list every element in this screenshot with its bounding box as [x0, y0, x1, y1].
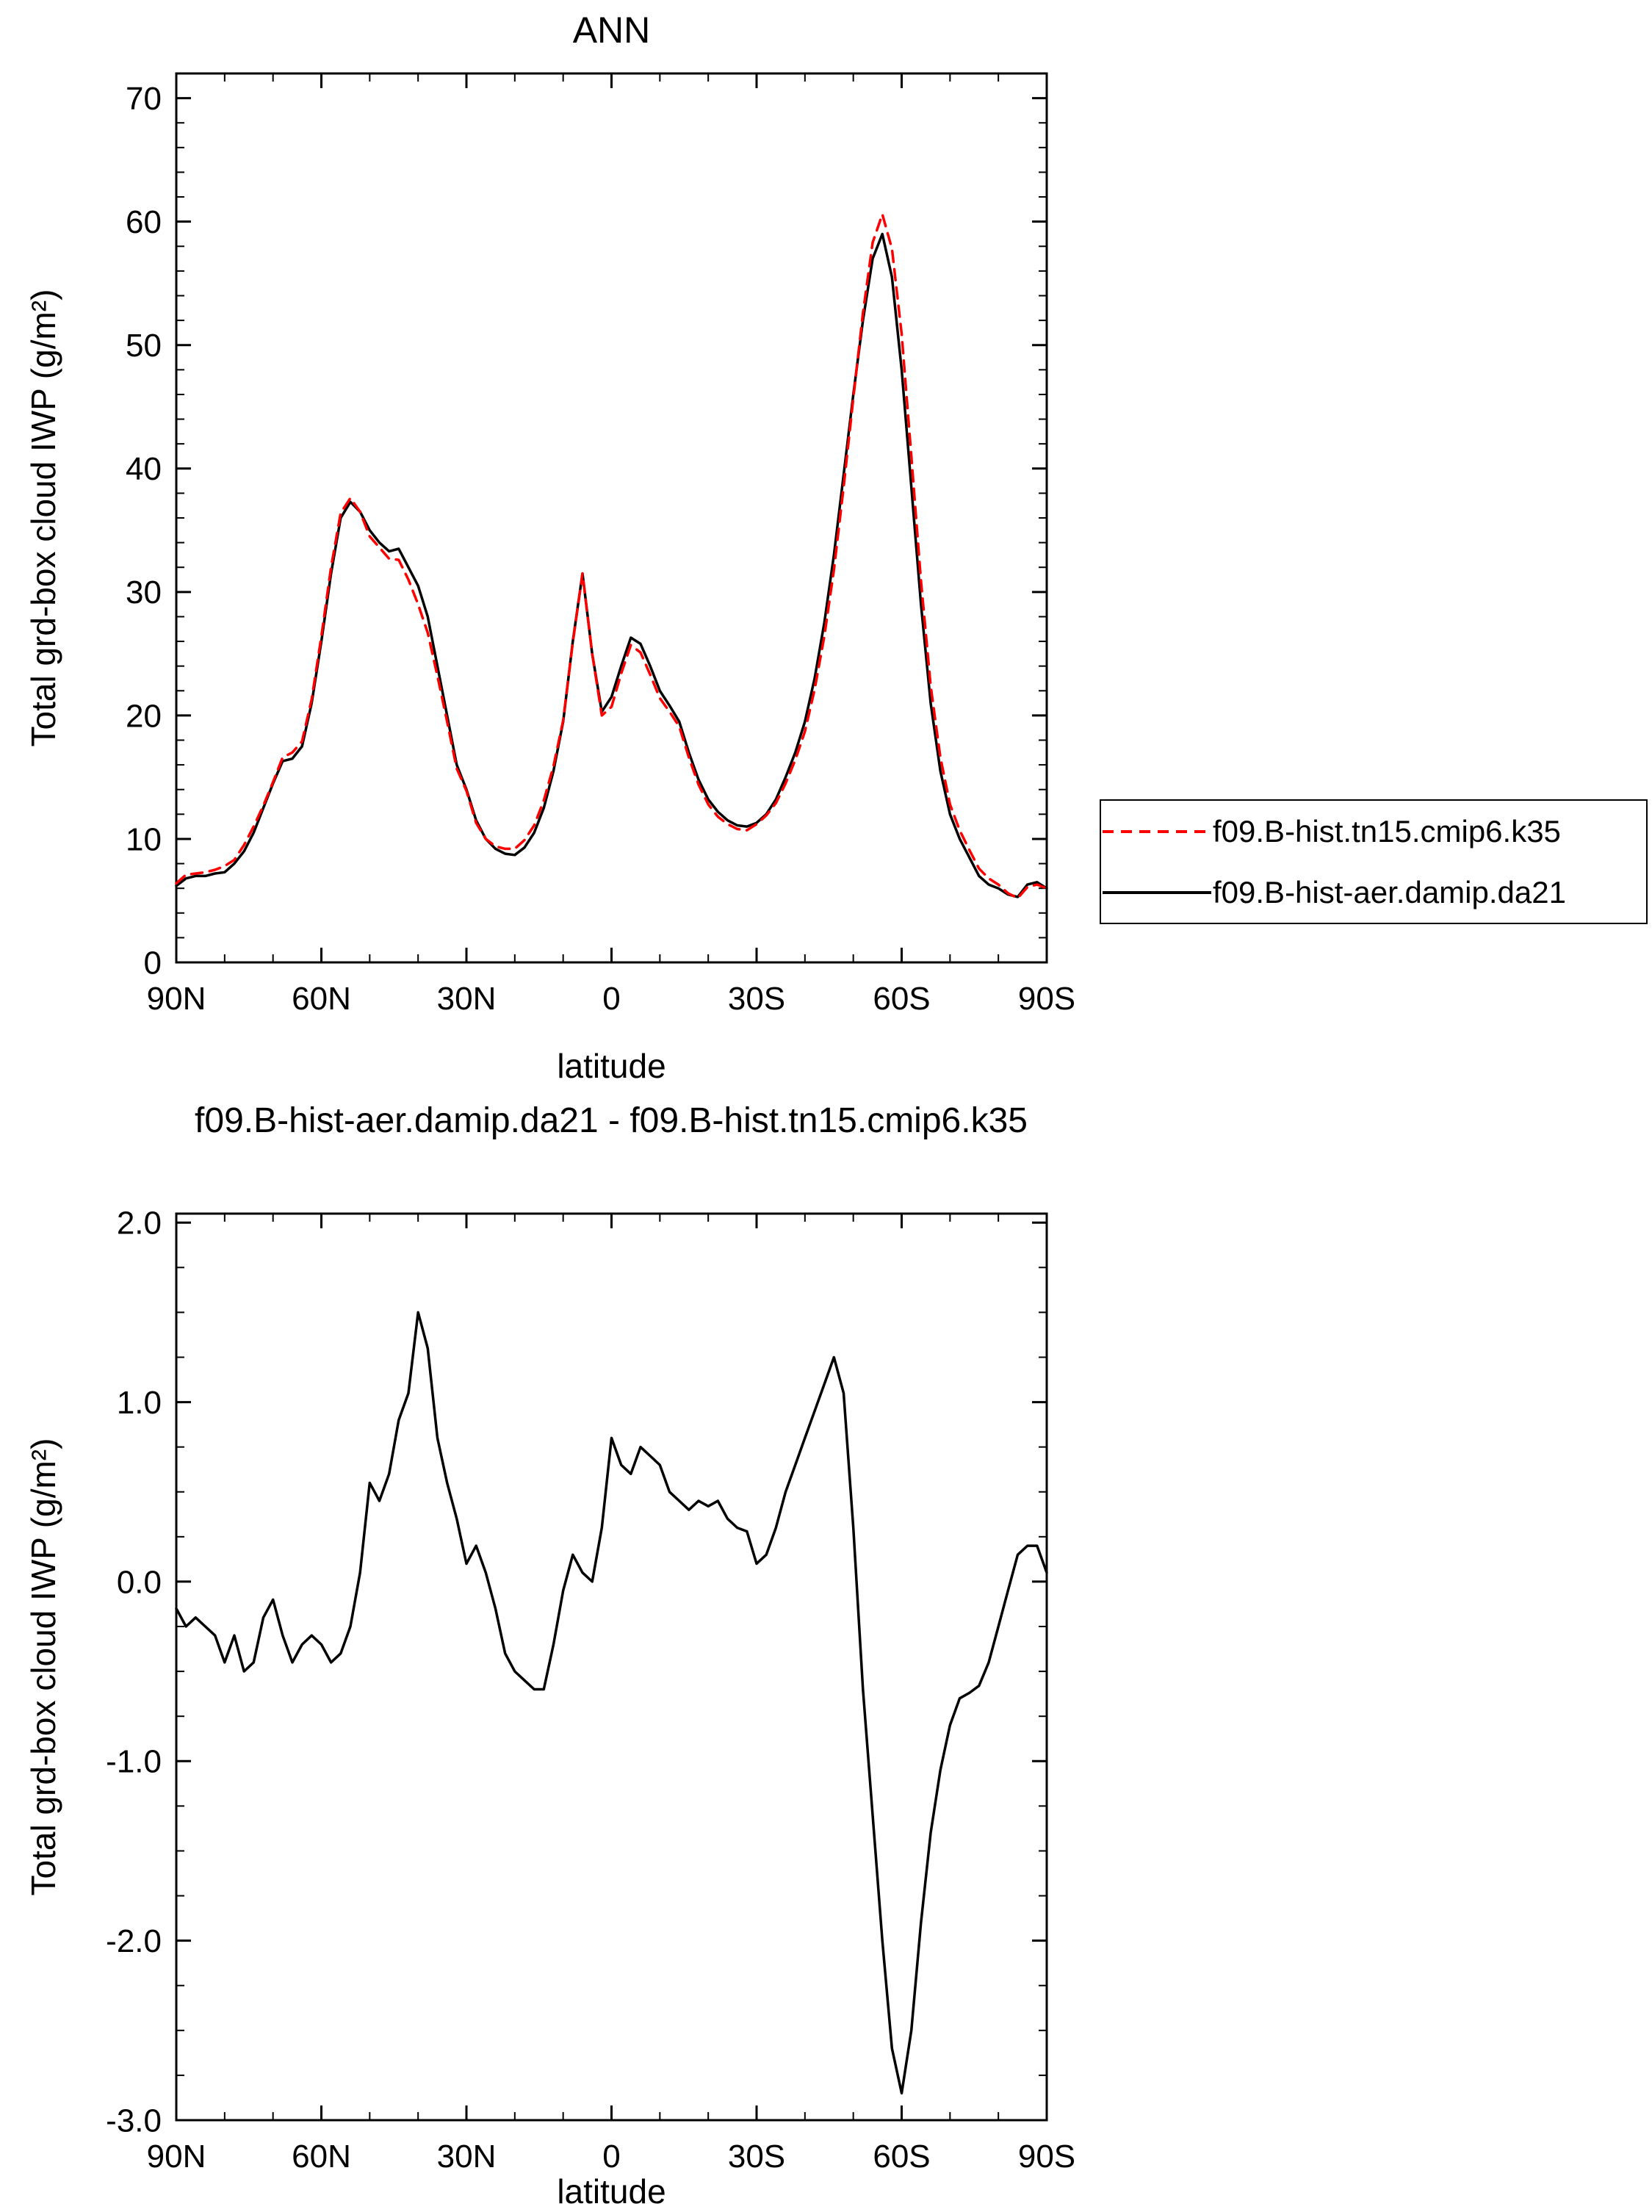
- black-solid-line-sample: [1103, 890, 1211, 894]
- y-tick-label: 0.0: [117, 1564, 162, 1600]
- data-line-chart1-series0: [175, 1311, 1048, 2095]
- chart2-title: f09.B-hist-aer.damip.da21 - f09.B-hist.t…: [195, 1101, 1028, 1140]
- y-tick-label: 1.0: [117, 1385, 162, 1421]
- x-tick-label: 0: [602, 981, 620, 1017]
- y-tick-label: 40: [126, 451, 162, 487]
- legend-entry-k35: f09.B-hist.tn15.cmip6.k35: [1101, 814, 1646, 849]
- legend-entry-da21: f09.B-hist-aer.damip.da21: [1101, 875, 1646, 910]
- chart2-y-axis-label: Total grd-box cloud IWP (g/m²): [24, 1438, 62, 1896]
- x-tick-label: 90N: [147, 981, 206, 1017]
- x-tick-label: 60N: [292, 2139, 351, 2175]
- x-tick-label: 60S: [873, 2139, 930, 2175]
- y-tick-label: -3.0: [106, 2103, 162, 2139]
- x-tick-label: 90S: [1018, 981, 1075, 1017]
- y-tick-label: -1.0: [106, 1744, 162, 1780]
- y-tick-label: 70: [126, 81, 162, 117]
- x-tick-label: 30S: [728, 981, 785, 1017]
- y-tick-label: 10: [126, 821, 162, 857]
- x-tick-label: 90N: [147, 2139, 206, 2175]
- legend-label-da21: f09.B-hist-aer.damip.da21: [1213, 874, 1566, 909]
- y-tick-label: 20: [126, 698, 162, 734]
- x-tick-label: 30N: [437, 981, 497, 1017]
- chart1-y-axis-label: Total grd-box cloud IWP (g/m²): [24, 289, 62, 747]
- red-dashed-line-sample: [1103, 829, 1211, 833]
- x-tick-label: 90S: [1018, 2139, 1075, 2175]
- chart2-x-axis-label: latitude: [557, 2172, 666, 2211]
- y-tick-label: 60: [126, 204, 162, 240]
- legend-label-k35: f09.B-hist.tn15.cmip6.k35: [1213, 813, 1561, 849]
- x-tick-label: 30S: [728, 2139, 785, 2175]
- x-tick-label: 60S: [873, 981, 930, 1017]
- x-tick-label: 60N: [292, 981, 351, 1017]
- data-line-chart0-series1: [175, 232, 1048, 898]
- chart1-x-axis-label: latitude: [557, 1047, 666, 1085]
- x-tick-label: 30N: [437, 2139, 497, 2175]
- y-tick-label: 2.0: [117, 1206, 162, 1242]
- data-line-chart0-series0: [175, 212, 1048, 900]
- chart1-title: ANN: [572, 10, 651, 51]
- legend-box: f09.B-hist.tn15.cmip6.k35 f09.B-hist-aer…: [1100, 799, 1648, 924]
- y-tick-label: 0: [144, 945, 162, 981]
- y-tick-label: 30: [126, 574, 162, 610]
- y-tick-label: -2.0: [106, 1923, 162, 1959]
- y-tick-label: 50: [126, 328, 162, 364]
- x-tick-label: 0: [602, 2139, 620, 2175]
